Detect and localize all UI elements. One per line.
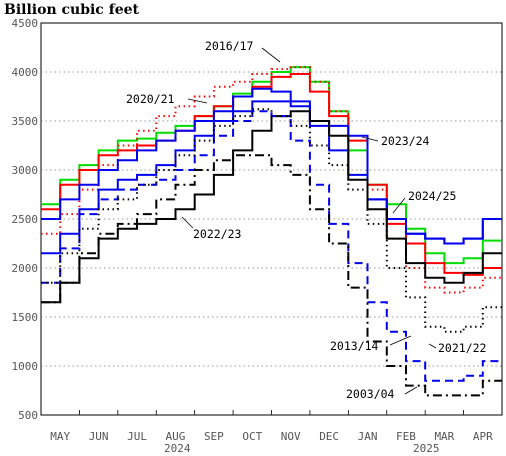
y-tick-label: 4000: [12, 66, 39, 79]
annotation-2023-24-arrow: [361, 136, 379, 142]
x-tick-label: APR: [473, 430, 493, 443]
series-line-2013-14: [41, 108, 502, 333]
annotation-2024-25-arrow: [392, 197, 406, 214]
annotation-2013-14: 2013/14: [330, 339, 379, 353]
y-tick-label: 4500: [12, 17, 39, 30]
annotation-2022-23-arrow: [181, 216, 194, 229]
y-tick-label: 500: [18, 409, 38, 422]
annotation-2022-23: 2022/23: [193, 227, 242, 241]
annotation-2003-04: 2003/04: [346, 387, 395, 401]
annotation-2023-24: 2023/24: [381, 134, 430, 148]
x-tick-label: OCT: [242, 430, 262, 443]
x-tick-label: JUL: [127, 430, 147, 443]
x-tick-label: JAN: [358, 430, 378, 443]
y-tick-label: 3500: [12, 115, 39, 128]
x-tick-label: MAY: [50, 430, 70, 443]
year-label-2025: 2025: [413, 442, 440, 455]
annotation-2013-14-arrow: [389, 335, 412, 346]
chart-title: Billion cubic feet: [4, 2, 140, 18]
annotation-2024-25: 2024/25: [408, 189, 456, 203]
annotation-2020-21-arrow: [187, 98, 208, 104]
y-tick-label: 1500: [12, 311, 39, 324]
x-tick-label: FEB: [396, 430, 416, 443]
annotations: 2016/17 2020/21 2023/24 2024/25 2022/23 …: [126, 39, 486, 401]
series-line-2024-25: [41, 100, 502, 255]
x-tick-label: AUG: [166, 430, 186, 443]
x-tick-label: JUN: [89, 430, 109, 443]
x-tick-label: MAR: [434, 430, 454, 443]
annotation-2021-22: 2021/22: [438, 341, 486, 355]
x-tick-label: DEC: [319, 430, 339, 443]
series-line-2003-04: [41, 154, 502, 397]
series-lines: [41, 66, 502, 397]
y-axis-ticks: 500 1000 1500 2000 2500 3000 3500 4000 4500: [12, 17, 39, 422]
y-tick-label: 2000: [12, 262, 39, 275]
x-tick-label: SEP: [204, 430, 224, 443]
year-label-2024: 2024: [164, 442, 191, 455]
x-tick-label: NOV: [281, 430, 301, 443]
annotation-2016-17-arrow: [261, 47, 281, 63]
annotation-2021-22-arrow: [428, 343, 437, 349]
y-tick-label: 3000: [12, 164, 39, 177]
y-tick-label: 2500: [12, 213, 39, 226]
x-axis-ticks: MAY JUN JUL AUG SEP OCT NOV DEC JAN FEB MAR APR: [40, 410, 493, 443]
annotation-2016-17: 2016/17: [205, 39, 254, 53]
annotation-2020-21: 2020/21: [126, 92, 175, 106]
series-line-2022-23: [41, 110, 502, 304]
y-tick-label: 1000: [12, 360, 39, 373]
series-line-unlabeled: [41, 73, 502, 276]
annotation-2003-04-arrow: [404, 386, 418, 395]
series-line-2021-22: [41, 110, 502, 382]
